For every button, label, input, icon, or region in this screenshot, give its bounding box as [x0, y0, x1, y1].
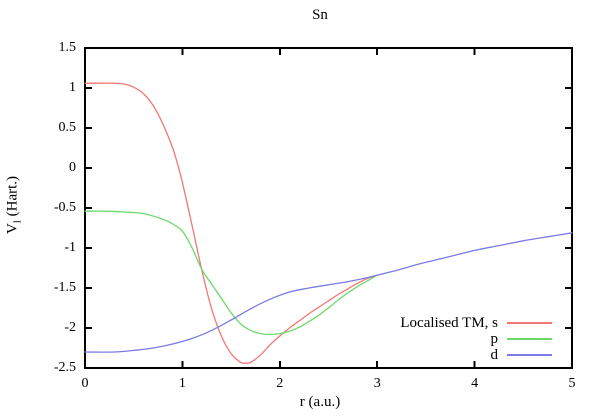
y-tick-label: 0 — [69, 160, 76, 175]
x-tick-label: 3 — [373, 376, 381, 391]
curve-s — [84, 82, 378, 365]
legend-item-s: Localised TM, s — [400, 315, 552, 331]
x-axis-label: r (a.u.) — [299, 394, 341, 410]
y-axis-label-subscript: l — [11, 220, 24, 224]
legend-line-sample-s — [507, 322, 552, 324]
y-tick-label: 1.5 — [58, 40, 77, 55]
y-tick-label: 0.5 — [58, 120, 77, 135]
y-tick-label: -2.5 — [53, 360, 76, 375]
chart-title: Sn — [312, 7, 328, 23]
legend-label-p: p — [490, 331, 499, 347]
y-tick-label: -1 — [64, 240, 76, 255]
y-tick-label: -0.5 — [53, 200, 76, 215]
legend-label-d: d — [490, 347, 499, 363]
legend-line-sample-p — [507, 338, 552, 340]
legend: Localised TM, s p d — [400, 315, 552, 363]
legend-item-p: p — [400, 331, 552, 347]
legend-item-d: d — [400, 347, 552, 363]
y-tick-label: -2 — [64, 320, 76, 335]
x-tick-label: 2 — [276, 376, 284, 391]
x-tick-label: 0 — [81, 376, 89, 391]
legend-label-s: Localised TM, s — [400, 315, 498, 331]
curve-d — [84, 232, 573, 353]
x-tick-label: 5 — [568, 376, 576, 391]
x-tick-label: 4 — [471, 376, 479, 391]
legend-line-sample-d — [507, 354, 552, 356]
y-tick-label: -1.5 — [53, 280, 76, 295]
curve-p — [84, 210, 378, 336]
y-axis-label-symbol: V — [4, 223, 21, 235]
y-tick-label: 1 — [69, 80, 76, 95]
x-tick-label: 1 — [178, 376, 186, 391]
